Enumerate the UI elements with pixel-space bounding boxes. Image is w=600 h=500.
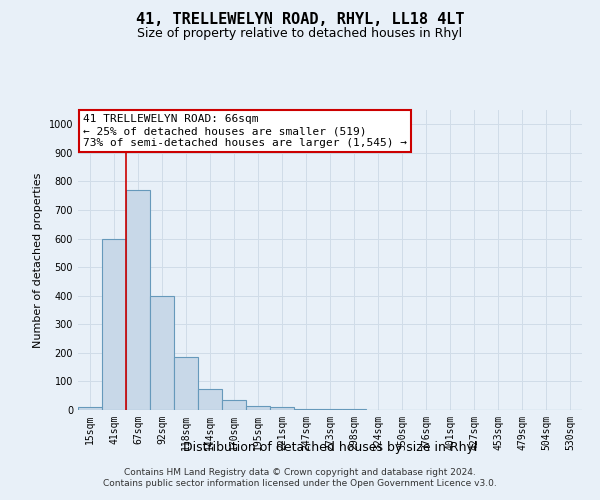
Bar: [174, 357, 198, 410]
Bar: [126, 190, 150, 410]
Bar: [294, 408, 318, 410]
Bar: [198, 388, 222, 410]
Bar: [78, 407, 102, 410]
Text: 41, TRELLEWELYN ROAD, RHYL, LL18 4LT: 41, TRELLEWELYN ROAD, RHYL, LL18 4LT: [136, 12, 464, 28]
Bar: [246, 406, 270, 410]
Bar: [150, 296, 174, 410]
Text: Size of property relative to detached houses in Rhyl: Size of property relative to detached ho…: [137, 28, 463, 40]
Bar: [318, 409, 342, 410]
Text: Contains HM Land Registry data © Crown copyright and database right 2024.
Contai: Contains HM Land Registry data © Crown c…: [103, 468, 497, 487]
Y-axis label: Number of detached properties: Number of detached properties: [33, 172, 43, 348]
Bar: [102, 238, 126, 410]
Text: 41 TRELLEWELYN ROAD: 66sqm
← 25% of detached houses are smaller (519)
73% of sem: 41 TRELLEWELYN ROAD: 66sqm ← 25% of deta…: [83, 114, 407, 148]
Text: Distribution of detached houses by size in Rhyl: Distribution of detached houses by size …: [183, 441, 477, 454]
Bar: [222, 400, 246, 410]
Bar: [270, 407, 294, 410]
